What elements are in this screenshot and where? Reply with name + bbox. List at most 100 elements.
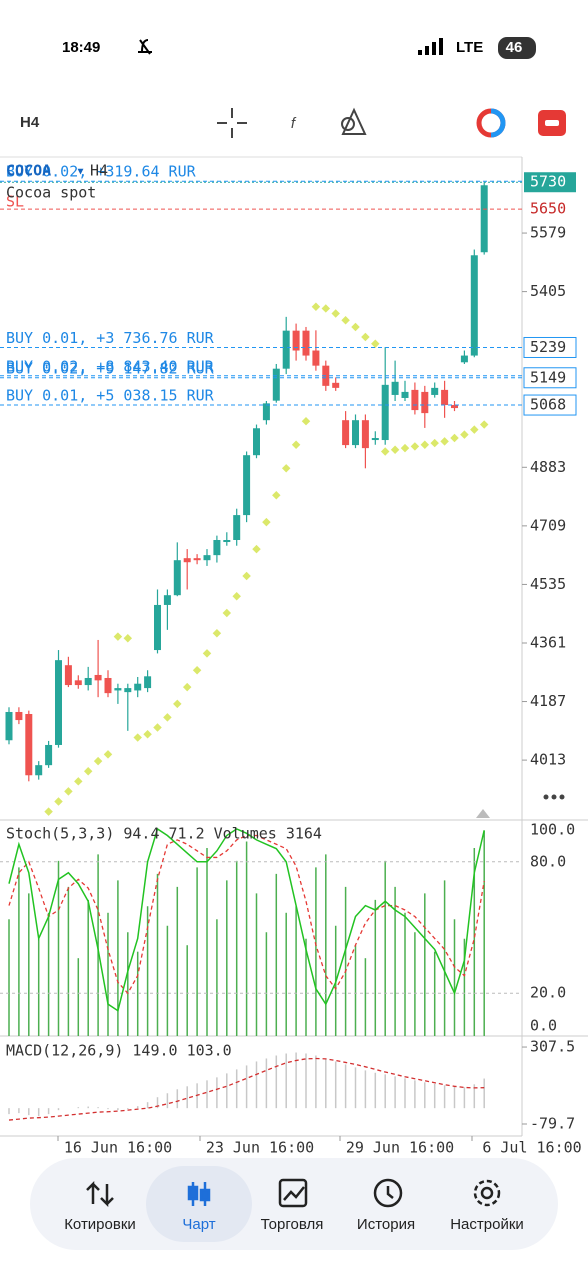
candle-body <box>74 680 82 686</box>
candle-body <box>84 677 92 686</box>
sl-price-label: 5650 <box>530 200 566 218</box>
position-label[interactable]: BUY 0.01, +3 736.76 RUR <box>6 329 215 347</box>
candle-body <box>302 330 310 356</box>
candle-body <box>45 744 53 766</box>
indicators-button[interactable]: f <box>291 115 297 132</box>
candle-body <box>223 539 231 543</box>
candle-body <box>5 711 13 741</box>
position-price-box <box>523 336 577 358</box>
candle-body <box>332 382 340 388</box>
orders-button[interactable] <box>538 110 566 136</box>
sar-dot <box>262 517 271 527</box>
candle-body <box>154 604 161 651</box>
position-label[interactable]: BUY 0.01, +5 038.15 RUR <box>6 387 215 405</box>
macd-value: 149.0 <box>132 1042 177 1060</box>
stoch-tick-label: 100.0 <box>530 821 575 839</box>
battery-level: 46 <box>506 39 523 56</box>
sar-dot <box>400 443 410 453</box>
nav-item[interactable]: Настройки <box>450 1216 524 1233</box>
candle-body <box>401 391 409 398</box>
macd-signal-line <box>8 1057 485 1121</box>
timeframe-button[interactable]: H4 <box>20 114 40 131</box>
nav-item[interactable]: История <box>357 1216 415 1233</box>
candle-body <box>94 674 102 681</box>
price-tick-label: 4535 <box>530 575 566 593</box>
nav-item[interactable]: Торговля <box>261 1216 324 1233</box>
sar-dot <box>54 797 63 806</box>
position-price-box <box>523 394 577 416</box>
candle-body <box>55 660 62 745</box>
sar-dot <box>479 420 489 429</box>
trade-button[interactable] <box>476 108 506 138</box>
sar-dot <box>380 447 390 456</box>
sar-dot <box>222 608 232 618</box>
candle-body <box>262 403 270 421</box>
stoch-tick-label: 20.0 <box>530 984 566 1002</box>
candle-body <box>441 389 449 406</box>
sar-dot <box>64 787 73 796</box>
stoch-k-value: 94.4 <box>123 825 159 843</box>
volumes-label: Volumes <box>214 825 277 843</box>
candle-body <box>25 714 33 776</box>
sar-dot <box>470 425 479 434</box>
sar-dot <box>123 634 133 643</box>
candle-body <box>233 515 241 540</box>
candle-body <box>361 420 369 449</box>
candle-body <box>163 595 171 605</box>
time-label: 29 Jun 16:00 <box>346 1139 454 1157</box>
candle-body <box>104 677 112 694</box>
candle-body <box>173 560 181 596</box>
candle-body <box>213 539 221 556</box>
sar-dot <box>420 440 430 449</box>
position-label[interactable]: BUY 0.02, +319.64 RUR <box>6 163 197 181</box>
mute-icon <box>138 39 152 55</box>
candle-body <box>243 455 251 516</box>
candle-body <box>203 555 211 561</box>
sar-dot <box>143 729 152 739</box>
price-tick-label: 4361 <box>530 633 566 651</box>
position-label[interactable]: BUY 0.02, +9 147.82 RUR <box>6 359 215 377</box>
macd-tick-label: 307.5 <box>530 1038 575 1056</box>
nav-item[interactable]: Котировки <box>64 1216 136 1233</box>
stoch-d-line <box>8 834 485 995</box>
candle-body <box>282 330 290 369</box>
battery <box>498 37 536 59</box>
sar-dot <box>301 416 311 426</box>
candle-body <box>183 558 191 563</box>
sar-dot <box>133 733 142 742</box>
stoch-tick-label: 80.0 <box>530 852 566 870</box>
last-price-box <box>524 172 576 193</box>
symbol-dropdown[interactable]: ▾ <box>76 162 85 180</box>
price-tick-label: 4883 <box>530 458 566 476</box>
sar-dot <box>232 591 241 601</box>
sar-dot <box>83 766 93 776</box>
sar-dot <box>173 699 182 709</box>
sar-dot <box>361 332 370 342</box>
sar-dot <box>311 302 321 312</box>
stoch-k-line <box>8 827 485 1012</box>
crosshair-button[interactable] <box>217 108 247 138</box>
sar-dot <box>371 339 380 349</box>
network: LTE <box>456 39 483 56</box>
candle-body <box>470 255 478 356</box>
sar-dot <box>192 666 202 675</box>
position-label[interactable]: BUY 0.02, +8 843.40 RUR <box>6 357 215 375</box>
symbol[interactable]: COCOA <box>6 162 51 180</box>
sar-dot <box>153 723 162 732</box>
candle-body <box>431 387 439 395</box>
objects-button[interactable] <box>341 107 367 135</box>
candle-body <box>292 330 300 351</box>
sar-dot <box>460 430 469 439</box>
candle-body <box>35 765 43 776</box>
candle-body <box>253 428 260 456</box>
macd-label: MACD(12,26,9) <box>6 1042 123 1060</box>
candle-body <box>124 688 132 693</box>
more-button[interactable] <box>543 794 565 800</box>
sar-dot <box>182 682 192 692</box>
sar-dot <box>44 807 53 816</box>
candle-body <box>480 185 488 253</box>
sar-dot <box>212 628 222 638</box>
position-price-box <box>523 367 577 389</box>
candle-body <box>144 676 152 689</box>
nav-item[interactable]: Чарт <box>182 1216 215 1233</box>
